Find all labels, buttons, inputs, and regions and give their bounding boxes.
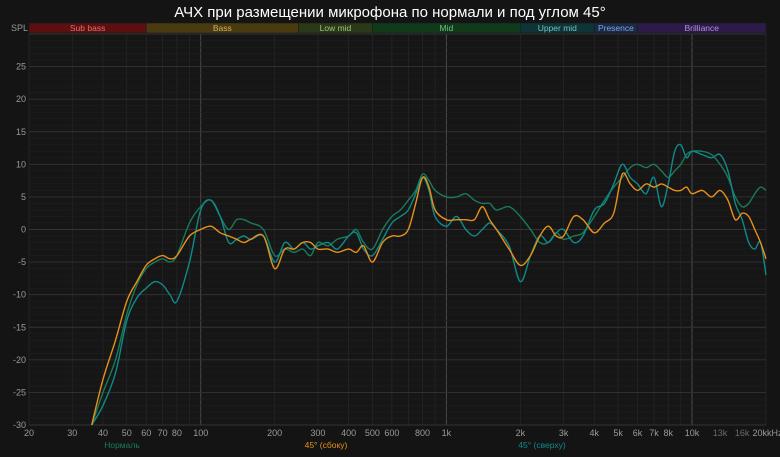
y-tick-label: -10 — [13, 290, 26, 300]
x-tick-label: 80 — [172, 428, 182, 438]
y-tick-label: -15 — [13, 322, 26, 332]
band-label: Low mid — [320, 23, 352, 33]
legend-entry: 45° (сверху) — [518, 440, 566, 450]
series-line-1 — [91, 172, 767, 426]
y-axis: 25 20 15 10 5 0 -5 -10 -15 -20 -25 -30 — [13, 62, 26, 430]
x-unit-label: kHz — [767, 428, 780, 438]
x-tick-label: 7k — [649, 428, 659, 438]
x-tick-label: 800 — [415, 428, 430, 438]
x-tick-label: 8k — [663, 428, 673, 438]
x-tick-label: 200 — [267, 428, 282, 438]
x-tick-label: 100 — [193, 428, 208, 438]
x-tick-label: 300 — [310, 428, 325, 438]
x-tick-label: 20k — [752, 428, 767, 438]
y-tick-label: 5 — [21, 192, 26, 202]
legend: Нормаль 45° (сбоку) 45° (сверху) — [104, 440, 566, 450]
x-tick-label: 6k — [633, 428, 643, 438]
legend-entry: Нормаль — [104, 440, 140, 450]
x-tick-label: 400 — [341, 428, 356, 438]
y-tick-label: 0 — [21, 225, 26, 235]
frequency-bands: Sub bass Bass Low mid Mid Upper mid Presence B… — [28, 22, 767, 34]
x-tick-label: 10k — [685, 428, 700, 438]
grid — [28, 33, 767, 426]
band-label: Presence — [598, 23, 634, 33]
x-tick-label: 5k — [613, 428, 623, 438]
y-tick-label: -20 — [13, 355, 26, 365]
band-label: Bass — [213, 23, 232, 33]
legend-entry: 45° (сбоку) — [305, 440, 348, 450]
x-tick-label: 50 — [122, 428, 132, 438]
y-tick-label: 15 — [16, 127, 26, 137]
x-axis: 20 30 40 50 60 70 80 100 200 300 400 500 600 800 1k 2k 3… — [24, 428, 768, 438]
series-line-2 — [91, 143, 767, 426]
x-tick-label: 70 — [158, 428, 168, 438]
x-tick-label: 600 — [384, 428, 399, 438]
y-tick-label: 20 — [16, 94, 26, 104]
x-tick-label: 40 — [98, 428, 108, 438]
y-tick-label: -5 — [18, 257, 26, 267]
x-tick-label: 20 — [24, 428, 34, 438]
x-tick-label: 2k — [516, 428, 526, 438]
x-tick-label: 4k — [590, 428, 600, 438]
band-label: Mid — [440, 23, 454, 33]
y-axis-label: SPL — [11, 23, 28, 33]
series-lines — [91, 143, 767, 426]
band-label: Upper mid — [538, 23, 577, 33]
y-tick-label: 10 — [16, 159, 26, 169]
band-label: Sub bass — [70, 23, 105, 33]
x-tick-label: 13k — [713, 428, 728, 438]
y-tick-label: -30 — [13, 420, 26, 430]
x-tick-label: 16k — [735, 428, 750, 438]
x-tick-label: 60 — [141, 428, 151, 438]
band-brilliance — [637, 22, 767, 34]
x-tick-label: 3k — [559, 428, 569, 438]
x-tick-label: 1k — [442, 428, 452, 438]
x-tick-label: 30 — [67, 428, 77, 438]
band-label: Brilliance — [685, 23, 720, 33]
x-tick-label: 500 — [365, 428, 380, 438]
chart-title: АЧХ при размещении микрофона по нормали … — [174, 4, 605, 21]
y-tick-label: -25 — [13, 387, 26, 397]
y-tick-label: 25 — [16, 62, 26, 72]
